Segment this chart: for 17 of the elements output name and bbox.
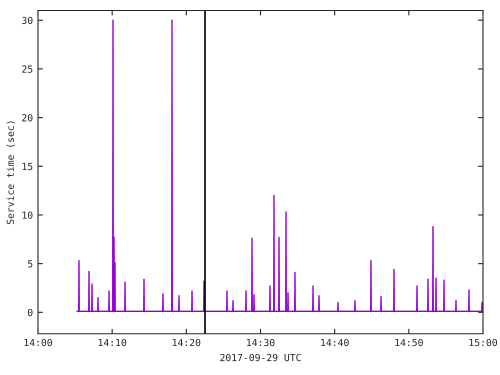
y-tick-label: 0 — [28, 308, 33, 316]
x-tick-label: 14:40 — [321, 338, 349, 346]
y-tick-label: 5 — [28, 260, 32, 268]
y-tick-label: 15 — [22, 162, 32, 170]
y-tick-label: 20 — [22, 114, 33, 122]
x-axis-title: 2017-09-29 UTC — [220, 354, 301, 362]
line-series — [76, 20, 483, 312]
y-tick-label: 25 — [22, 65, 32, 73]
y-tick-label: 10 — [22, 211, 33, 219]
x-tick-label: 15:00 — [470, 338, 498, 346]
y-axis-title: Service time (sec) — [6, 121, 16, 224]
y-tick-label: 30 — [22, 16, 33, 24]
x-tick-label: 14:10 — [98, 338, 126, 346]
x-tick-label: 14:00 — [24, 338, 52, 346]
x-tick-label: 14:30 — [247, 338, 275, 346]
x-tick-label: 14:20 — [172, 338, 200, 346]
x-tick-label: 14:50 — [395, 338, 423, 346]
